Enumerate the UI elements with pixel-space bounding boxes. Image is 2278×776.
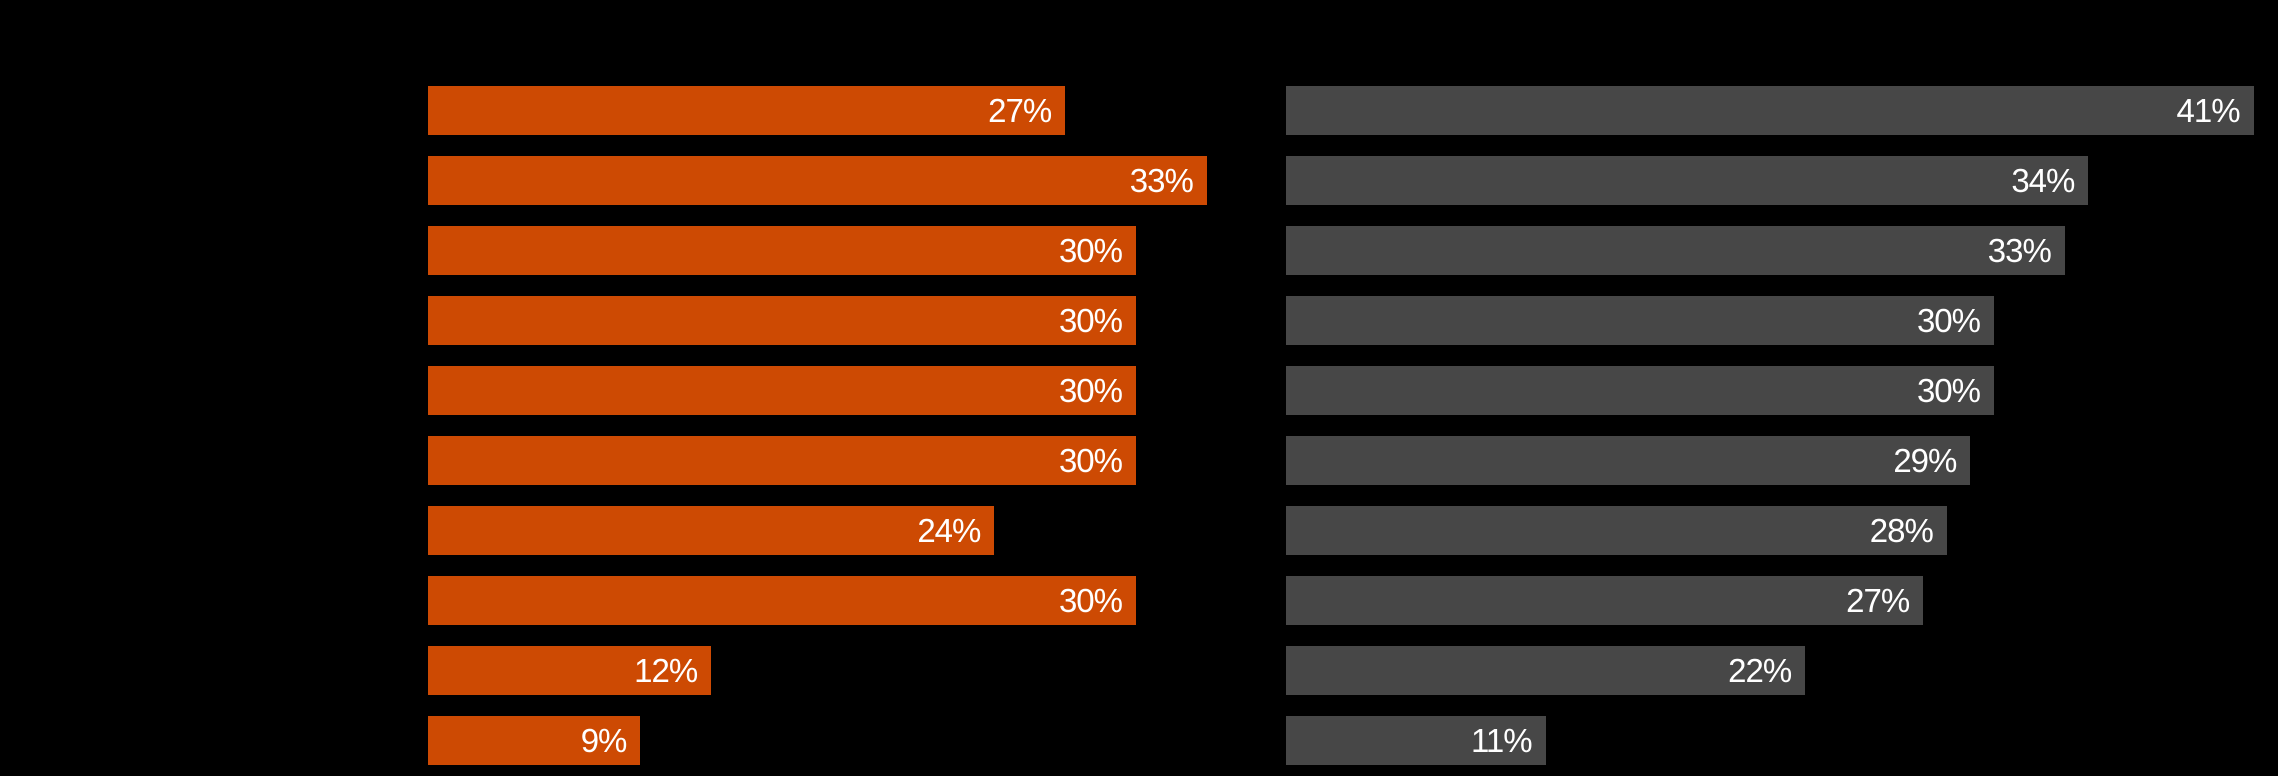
right-series-panel: 11% bbox=[1286, 705, 2278, 775]
left-series-bar: 24% bbox=[428, 506, 995, 555]
chart-row: 24% 28% bbox=[0, 495, 2278, 565]
left-bar-value-label: 27% bbox=[988, 92, 1052, 129]
left-series-panel: 27% bbox=[428, 75, 1286, 145]
chart-row: 30% 33% bbox=[0, 215, 2278, 285]
right-series-bar: 22% bbox=[1286, 646, 1806, 695]
right-bar-value-label: 34% bbox=[2011, 162, 2075, 199]
category-label-gutter bbox=[0, 495, 428, 565]
left-bar-value-label: 12% bbox=[634, 652, 698, 689]
category-label-gutter bbox=[0, 355, 428, 425]
right-series-bar: 29% bbox=[1286, 436, 1971, 485]
left-bar-value-label: 9% bbox=[580, 722, 628, 759]
right-series-bar: 11% bbox=[1286, 716, 1546, 765]
right-series-panel: 30% bbox=[1286, 285, 2278, 355]
left-series-bar: 30% bbox=[428, 226, 1136, 275]
right-series-panel: 27% bbox=[1286, 565, 2278, 635]
left-series-panel: 24% bbox=[428, 495, 1286, 565]
right-series-panel: 30% bbox=[1286, 355, 2278, 425]
left-series-panel: 30% bbox=[428, 215, 1286, 285]
left-series-panel: 33% bbox=[428, 145, 1286, 215]
chart-row: 30% 27% bbox=[0, 565, 2278, 635]
category-label-gutter bbox=[0, 75, 428, 145]
category-label-gutter bbox=[0, 145, 428, 215]
category-label-gutter bbox=[0, 635, 428, 705]
category-label-gutter bbox=[0, 285, 428, 355]
left-series-bar: 30% bbox=[428, 576, 1136, 625]
left-series-bar: 27% bbox=[428, 86, 1066, 135]
category-label-gutter bbox=[0, 565, 428, 635]
right-series-bar: 41% bbox=[1286, 86, 2254, 135]
chart-row: 30% 30% bbox=[0, 355, 2278, 425]
chart-row: 12% 22% bbox=[0, 635, 2278, 705]
left-series-bar: 33% bbox=[428, 156, 1207, 205]
left-series-bar: 9% bbox=[428, 716, 641, 765]
right-bar-value-label: 30% bbox=[1916, 302, 1981, 339]
right-series-panel: 33% bbox=[1286, 215, 2278, 285]
left-series-bar: 30% bbox=[428, 296, 1136, 345]
left-series-panel: 12% bbox=[428, 635, 1286, 705]
left-bar-value-label: 30% bbox=[1058, 442, 1123, 479]
left-series-panel: 9% bbox=[428, 705, 1286, 775]
chart-row: 30% 30% bbox=[0, 285, 2278, 355]
right-series-bar: 28% bbox=[1286, 506, 1947, 555]
right-series-panel: 41% bbox=[1286, 75, 2278, 145]
right-series-panel: 29% bbox=[1286, 425, 2278, 495]
category-label-gutter bbox=[0, 705, 428, 775]
left-series-panel: 30% bbox=[428, 355, 1286, 425]
category-label-gutter bbox=[0, 425, 428, 495]
left-bar-value-label: 30% bbox=[1058, 232, 1123, 269]
left-bar-value-label: 33% bbox=[1129, 162, 1194, 199]
right-bar-value-label: 27% bbox=[1846, 582, 1910, 619]
right-bar-value-label: 33% bbox=[1987, 232, 2052, 269]
chart-row: 27% 41% bbox=[0, 75, 2278, 145]
left-bar-value-label: 24% bbox=[917, 512, 981, 549]
left-series-bar: 30% bbox=[428, 366, 1136, 415]
right-series-panel: 28% bbox=[1286, 495, 2278, 565]
chart-row: 9% 11% bbox=[0, 705, 2278, 775]
left-bar-value-label: 30% bbox=[1058, 302, 1123, 339]
right-series-bar: 34% bbox=[1286, 156, 2089, 205]
chart-row: 30% 29% bbox=[0, 425, 2278, 495]
right-series-bar: 30% bbox=[1286, 296, 1994, 345]
chart-rows: 27% 41% 33% 34% 30% bbox=[0, 75, 2278, 775]
right-series-panel: 34% bbox=[1286, 145, 2278, 215]
right-series-bar: 33% bbox=[1286, 226, 2065, 275]
left-series-bar: 30% bbox=[428, 436, 1136, 485]
right-series-bar: 30% bbox=[1286, 366, 1994, 415]
chart-row: 33% 34% bbox=[0, 145, 2278, 215]
right-bar-value-label: 30% bbox=[1916, 372, 1981, 409]
right-series-bar: 27% bbox=[1286, 576, 1924, 625]
right-bar-value-label: 28% bbox=[1869, 512, 1934, 549]
left-bar-value-label: 30% bbox=[1058, 372, 1123, 409]
left-series-panel: 30% bbox=[428, 425, 1286, 495]
left-series-panel: 30% bbox=[428, 565, 1286, 635]
left-series-panel: 30% bbox=[428, 285, 1286, 355]
right-bar-value-label: 11% bbox=[1470, 722, 1533, 759]
right-bar-value-label: 41% bbox=[2176, 92, 2241, 129]
left-bar-value-label: 30% bbox=[1058, 582, 1123, 619]
right-series-panel: 22% bbox=[1286, 635, 2278, 705]
left-series-bar: 12% bbox=[428, 646, 712, 695]
right-bar-value-label: 22% bbox=[1728, 652, 1792, 689]
right-bar-value-label: 29% bbox=[1893, 442, 1957, 479]
category-label-gutter bbox=[0, 215, 428, 285]
